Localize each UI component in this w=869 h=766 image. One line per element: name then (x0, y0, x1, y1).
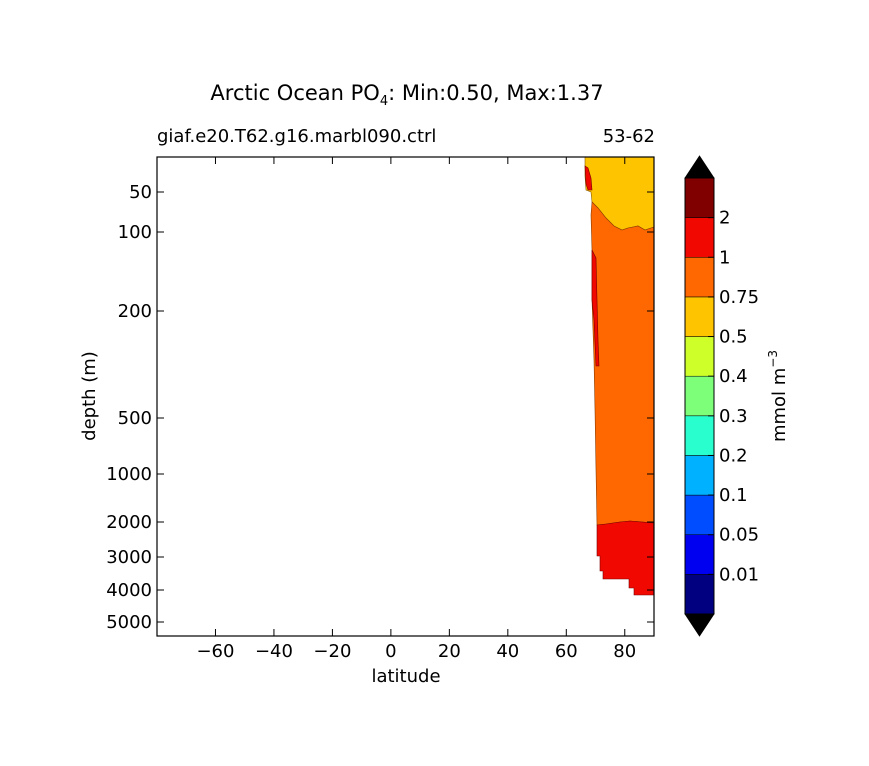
y-tick-label: 50 (129, 182, 152, 203)
colorbar-frame (684, 177, 715, 615)
colorbar-tick-label: 0.2 (719, 445, 748, 466)
colorbar-tick-label: 0.05 (719, 525, 759, 546)
colorbar-segment (684, 336, 715, 377)
colorbar-segment (684, 177, 715, 218)
colorbar-extend-bottom (684, 613, 715, 637)
colorbar-segment (684, 217, 715, 258)
y-tick-label: 5000 (106, 612, 152, 633)
x-tick-label: −20 (313, 641, 351, 662)
colorbar-segment (684, 534, 715, 575)
colorbar-tick-label: 1 (719, 247, 730, 268)
region-0.75-1 (590, 201, 655, 526)
colorbar-tick-label: 0.5 (719, 327, 748, 348)
y-tick-label: 4000 (106, 580, 152, 601)
x-tick-label: −60 (196, 641, 234, 662)
plot-area: −60 −40 −20 0 20 40 60 80 50 100 200 500 1000 2000 30… (106, 156, 655, 662)
x-tick-label: 0 (385, 641, 396, 662)
run-name-label: giaf.e20.T62.g16.marbl090.ctrl (157, 126, 436, 147)
y-tick-label: 200 (118, 301, 152, 322)
region-1-2-strip (591, 249, 600, 367)
colorbar-tick-label: 0.75 (719, 287, 759, 308)
y-tick-label: 100 (118, 222, 152, 243)
colorbar-segment (684, 455, 715, 496)
colorbar-segment (684, 296, 715, 337)
colorbar-tick-label: 0.4 (719, 366, 748, 387)
colorbar-segment (684, 574, 715, 615)
x-tick-label: 60 (555, 641, 578, 662)
chart-title: Arctic Ocean PO4: Min:0.50, Max:1.37 (210, 81, 603, 109)
x-axis-label: latitude (371, 666, 440, 687)
y-tick-label: 1000 (106, 464, 152, 485)
colorbar-segment (684, 415, 715, 456)
x-axis: −60 −40 −20 0 20 40 60 80 (196, 157, 636, 662)
colorbar-tick-label: 0.01 (719, 564, 759, 585)
colorbar-segment (684, 257, 715, 298)
region-1-2-deep (596, 520, 655, 596)
x-tick-label: 20 (438, 641, 461, 662)
colorbar-label: mmol m−3 (766, 350, 790, 442)
y-tick-label: 3000 (106, 547, 152, 568)
x-tick-label: 80 (613, 641, 636, 662)
colorbar-tick-label: 2 (719, 208, 730, 229)
plot-frame (156, 156, 655, 637)
x-tick-label: −40 (255, 641, 293, 662)
colorbar: 0.01 0.05 0.1 0.2 0.3 0.4 0.5 0.75 1 2 (684, 155, 759, 637)
colorbar-segment (684, 494, 715, 535)
colorbar-tick-label: 0.1 (719, 485, 748, 506)
colorbar-segment (684, 375, 715, 417)
colorbar-extend-top (684, 155, 715, 179)
y-axis: 50 100 200 500 1000 2000 3000 4000 5000 (106, 182, 654, 633)
y-axis-label: depth (m) (79, 351, 100, 441)
plot-background (157, 157, 654, 636)
x-tick-label: 40 (496, 641, 519, 662)
y-tick-label: 2000 (106, 512, 152, 533)
year-range-label: 53-62 (603, 126, 655, 147)
colorbar-tick-label: 0.3 (719, 406, 748, 427)
y-tick-label: 500 (118, 408, 152, 429)
region-1-2-surface-patch (584, 165, 593, 191)
